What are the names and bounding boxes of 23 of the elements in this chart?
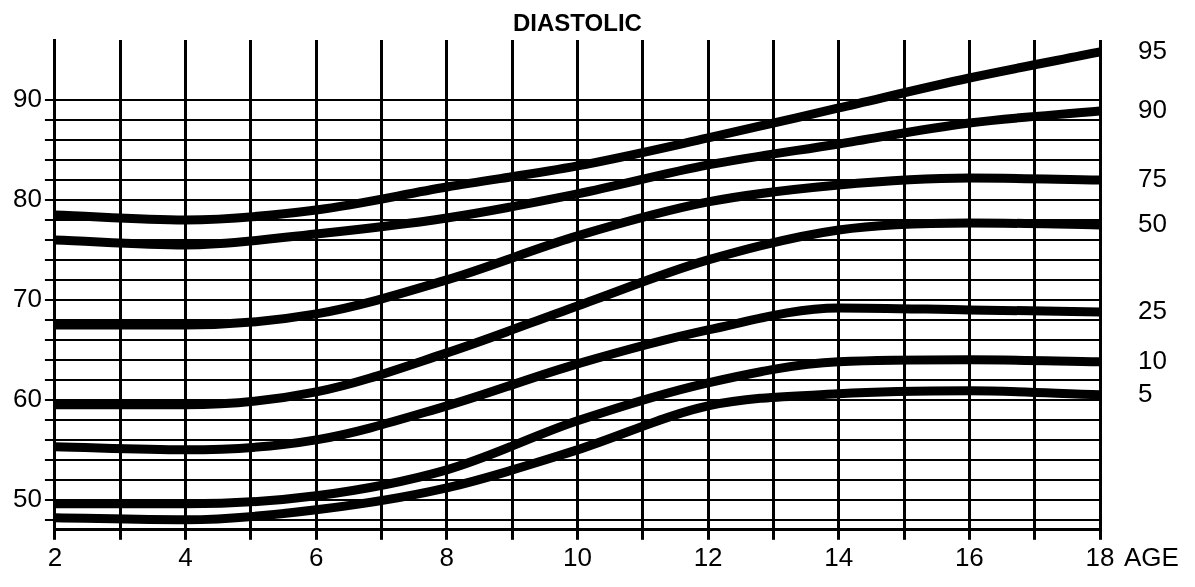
- x-tick-label: 12: [693, 541, 723, 572]
- y-tick-label: 60: [13, 383, 42, 414]
- y-tick-label: 50: [13, 482, 42, 513]
- series-label: 5: [1138, 378, 1153, 409]
- chart-title: DIASTOLIC: [513, 8, 642, 36]
- x-tick-label: 14: [824, 541, 854, 572]
- x-tick-label: 16: [954, 541, 984, 572]
- x-axis-title: AGE: [1124, 541, 1179, 572]
- y-tick-label: 80: [13, 183, 42, 214]
- x-tick-label: 4: [178, 541, 193, 572]
- series-label: 95: [1138, 35, 1167, 66]
- x-tick-label: 2: [47, 541, 63, 572]
- y-tick-label: 90: [13, 83, 42, 114]
- series-label: 50: [1138, 208, 1167, 239]
- x-tick-label: 8: [439, 541, 455, 572]
- series-label: 25: [1138, 295, 1167, 326]
- series-label: 90: [1138, 94, 1167, 125]
- y-tick-label: 70: [13, 283, 42, 314]
- x-tick-label: 10: [563, 541, 592, 572]
- series-label: 75: [1138, 163, 1167, 194]
- x-tick-label: 18: [1085, 541, 1115, 572]
- x-tick-label: 6: [308, 541, 324, 572]
- series-label: 10: [1138, 345, 1167, 376]
